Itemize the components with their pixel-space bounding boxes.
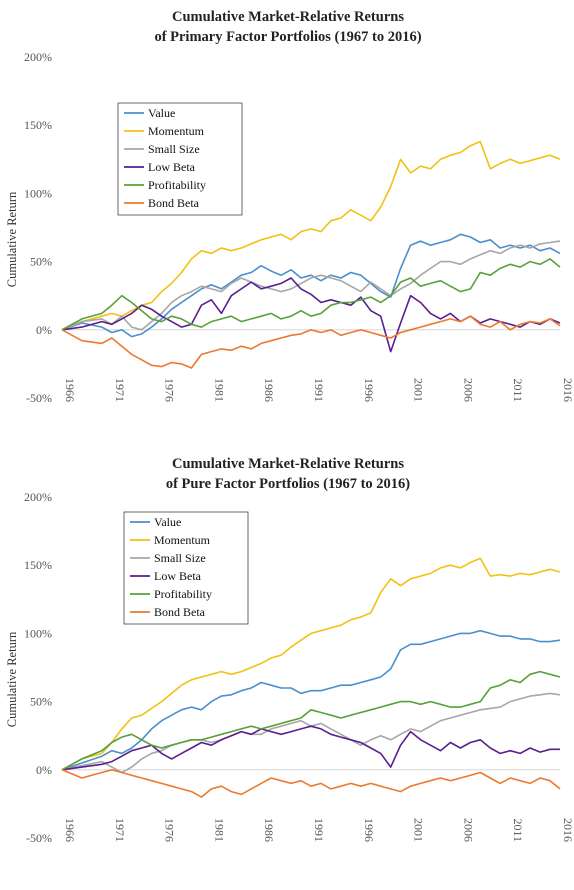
x-tick-label: 1996 [362,818,376,842]
y-tick-label: 50% [30,695,52,709]
x-tick-label: 1976 [163,818,177,842]
series-line-small-size [61,240,561,331]
legend-entry-label: Low Beta [154,569,202,583]
legend-entry-label: Profitability [148,178,206,192]
x-tick-label: 1991 [312,378,326,402]
legend-entry-label: Profitability [154,587,212,601]
x-tick-label: 2006 [461,378,475,402]
x-tick-label: 1966 [63,378,77,402]
y-tick-label: 150% [24,558,52,572]
chart-panel-1: Cumulative Market-Relative Returns of Pri… [5,9,574,405]
x-tick-label: 1976 [163,378,177,402]
y-tick-label: -50% [26,831,52,845]
chart-title-line: of Pure Factor Portfolios (1967 to 2016) [166,476,410,492]
x-tick-label: 2016 [561,818,574,842]
legend-entry-label: Bond Beta [148,196,200,210]
y-axis-label: Cumulative Return [5,631,19,727]
x-tick-label: 2001 [412,378,426,402]
legend-box [117,102,243,216]
x-tick-label: 2001 [412,818,426,842]
x-tick-label: 1971 [113,378,127,402]
x-tick-label: 2016 [561,378,574,402]
legend: Value Momentum Small Size Low Beta Profitabi… [117,102,243,216]
legend-entry-label: Low Beta [148,160,196,174]
x-tick-label: 1971 [113,818,127,842]
x-tick-label: 2011 [511,378,525,402]
y-tick-label: 0% [36,763,52,777]
legend-box [123,511,249,625]
series-line-momentum [61,557,561,771]
legend-entry-label: Small Size [154,551,206,565]
series-line-value [61,233,561,338]
legend-entry-label: Small Size [148,142,200,156]
series-line-small-size [61,692,561,774]
x-tick-label: 1986 [262,378,276,402]
legend-entry-label: Bond Beta [154,605,206,619]
y-tick-label: 100% [24,186,52,200]
legend-entry-label: Momentum [154,533,211,547]
chart-title-line: Cumulative Market-Relative Returns [172,9,404,25]
x-tick-label: 1981 [212,378,226,402]
y-tick-label: 100% [24,626,52,640]
chart-title-line: Cumulative Market-Relative Returns [172,456,404,472]
series-line-value [61,629,561,771]
x-tick-label: 1996 [362,378,376,402]
legend: Value Momentum Small Size Low Beta Profitabi… [123,511,249,625]
series-line-momentum [61,140,561,331]
series-line-low-beta [61,725,560,771]
y-tick-label: 0% [36,323,52,337]
x-tick-label: 1991 [312,818,326,842]
x-tick-label: 1966 [63,818,77,842]
y-tick-label: 200% [24,50,52,64]
legend-entry-label: Value [148,106,175,120]
series-line-low-beta [61,277,561,353]
y-tick-label: 50% [30,255,52,269]
y-axis-label: Cumulative Return [5,191,19,287]
x-tick-label: 1986 [262,818,276,842]
chart-title-line: of Primary Factor Portfolios (1967 to 20… [154,29,421,45]
x-tick-label: 1981 [212,818,226,842]
series-line-bond-beta [61,315,561,369]
series-line-bond-beta [61,769,561,798]
series-line-profitability [61,670,561,771]
y-tick-label: 150% [24,118,52,132]
series-line-profitability [61,258,561,331]
legend-entry-label: Value [154,515,181,529]
legend-entry-label: Momentum [148,124,205,138]
x-tick-label: 2011 [511,818,525,842]
chart-panel-2: Cumulative Market-Relative Returns of Pur… [5,456,574,845]
y-tick-label: -50% [26,391,52,405]
y-tick-label: 200% [24,490,52,504]
x-tick-label: 2006 [461,818,475,842]
